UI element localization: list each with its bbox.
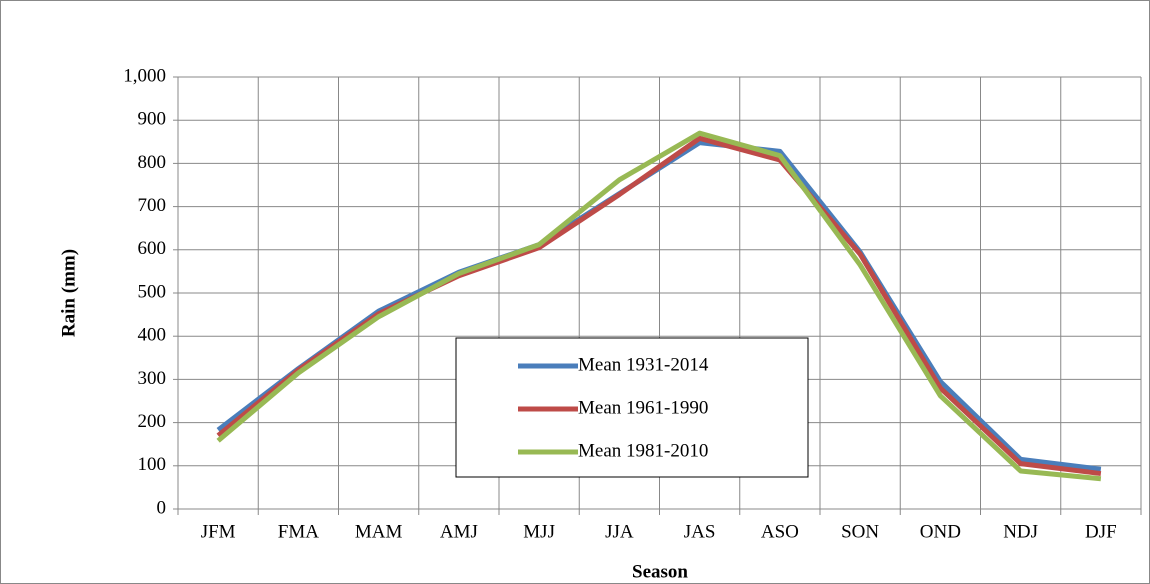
- y-tick-label: 900: [138, 109, 167, 130]
- x-tick-label: DJF: [1085, 521, 1117, 542]
- y-tick-label: 1,000: [123, 65, 166, 86]
- x-tick-label: JFM: [201, 521, 236, 542]
- x-tick-label: AMJ: [440, 521, 478, 542]
- y-tick-label: 0: [157, 497, 167, 518]
- x-tick-label: MAM: [355, 521, 403, 542]
- x-tick-label: NDJ: [1003, 521, 1038, 542]
- y-tick-label: 500: [138, 281, 167, 302]
- series-line: [216, 130, 1102, 482]
- y-axis-label: Rain (mm): [58, 249, 79, 337]
- y-tick-label: 700: [138, 195, 167, 216]
- y-tick-label: 300: [138, 368, 167, 389]
- legend-label: Mean 1961-1990: [578, 397, 708, 418]
- y-tick-label: 600: [138, 238, 167, 259]
- legend-label: Mean 1931-2014: [578, 354, 709, 375]
- x-tick-label: SON: [841, 521, 879, 542]
- y-tick-label: 100: [138, 454, 167, 475]
- y-tick-label: 400: [138, 325, 167, 346]
- x-tick-label: JJA: [605, 521, 634, 542]
- x-tick-label: MJJ: [523, 521, 555, 542]
- legend-label: Mean 1981-2010: [578, 440, 708, 461]
- y-tick-label: 200: [138, 411, 167, 432]
- x-tick-label: FMA: [278, 521, 319, 542]
- x-tick-label: OND: [920, 521, 961, 542]
- x-axis-label: Season: [632, 561, 688, 582]
- y-tick-label: 800: [138, 152, 167, 173]
- x-tick-label: ASO: [761, 521, 799, 542]
- x-tick-label: JAS: [684, 521, 716, 542]
- legend-box: [455, 337, 809, 478]
